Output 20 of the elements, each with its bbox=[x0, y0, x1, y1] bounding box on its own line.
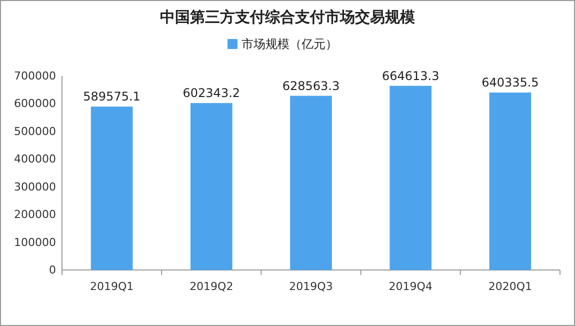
x-tick-label: 2019Q3 bbox=[289, 280, 333, 293]
data-label: 664613.3 bbox=[382, 68, 440, 83]
data-label: 640335.5 bbox=[482, 76, 539, 90]
y-tick-label: 700000 bbox=[14, 70, 56, 82]
y-tick-label: 100000 bbox=[14, 236, 56, 249]
x-tick-label: 2020Q1 bbox=[488, 280, 532, 293]
data-label: 628563.3 bbox=[282, 78, 340, 93]
legend-label: 市场规模（亿元） bbox=[242, 37, 338, 51]
y-tick-label: 500000 bbox=[14, 124, 56, 138]
y-tick-label: 600000 bbox=[14, 97, 56, 110]
x-tick-label: 2019Q2 bbox=[190, 280, 234, 293]
data-label: 602343.2 bbox=[182, 86, 240, 100]
data-label: 589575.1 bbox=[83, 90, 140, 104]
y-tick-label: 0 bbox=[49, 264, 56, 276]
y-tick-label: 300000 bbox=[14, 180, 56, 194]
x-tick-label: 2019Q4 bbox=[388, 280, 432, 293]
y-tick-label: 200000 bbox=[14, 208, 56, 222]
y-tick-label: 400000 bbox=[14, 152, 56, 166]
x-tick-label: 2019Q1 bbox=[90, 280, 134, 293]
chart-title: 中国第三方支付综合支付市场交易规模 bbox=[160, 8, 416, 26]
